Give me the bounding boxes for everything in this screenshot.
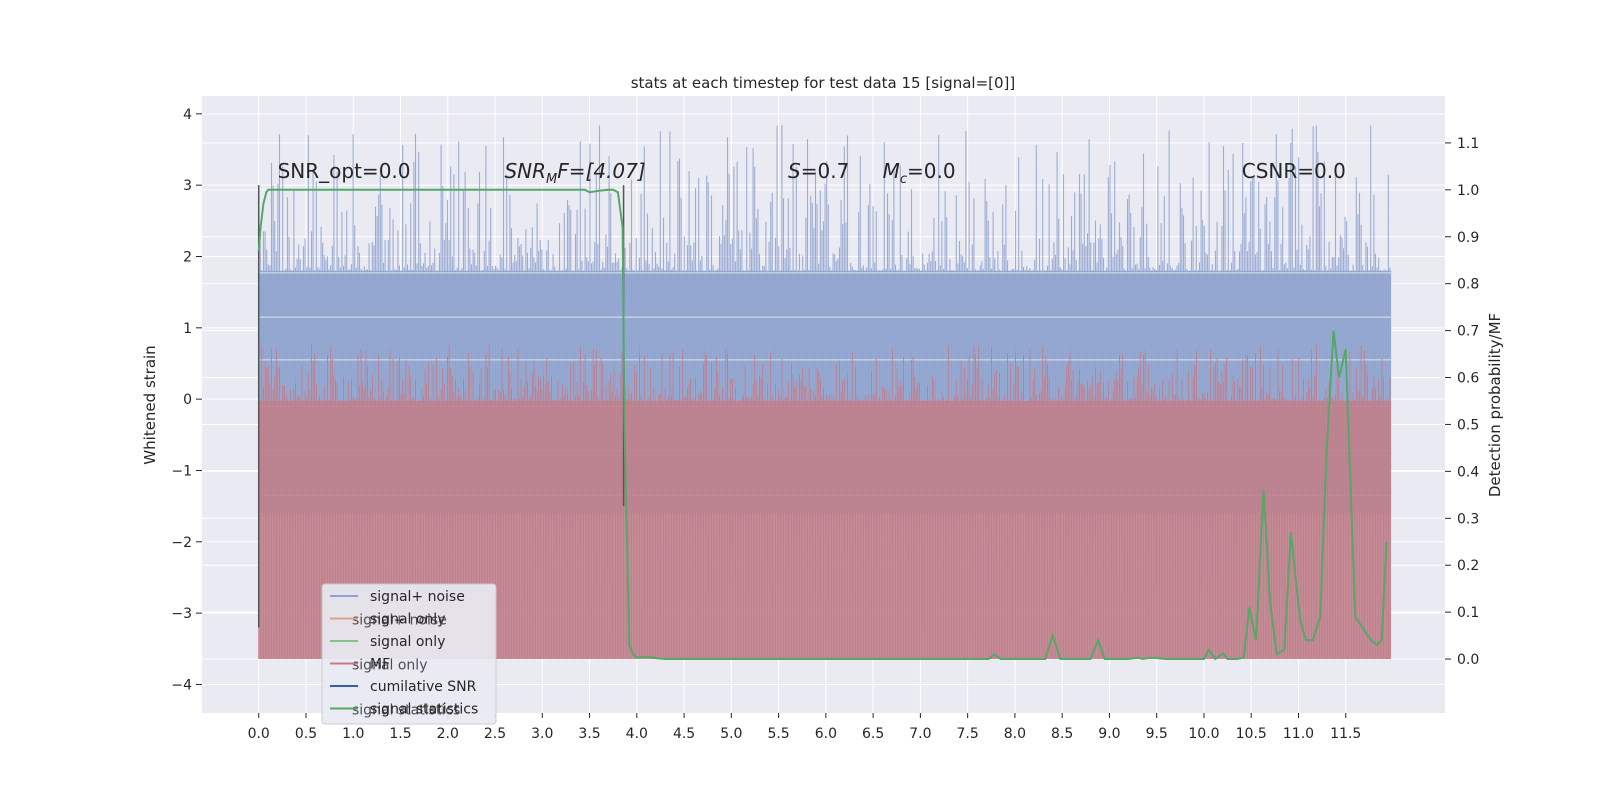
y-right-tick-label: 0.5 bbox=[1457, 417, 1479, 433]
legend-label: signal+ noise bbox=[370, 589, 465, 605]
y-left-tick-label: −4 bbox=[171, 677, 192, 693]
y-right-tick-label: 0.2 bbox=[1457, 558, 1479, 574]
y-left-tick-label: −2 bbox=[171, 535, 192, 551]
y-right-tick-label: 0.0 bbox=[1457, 652, 1479, 668]
legend-ghost-label: signal+ noise bbox=[352, 613, 447, 629]
y-left-axis-label: Whitened strain bbox=[141, 345, 159, 464]
legend-label: signal only bbox=[370, 634, 445, 650]
x-tick-label: 3.5 bbox=[578, 726, 600, 742]
x-tick-label: 4.5 bbox=[673, 726, 695, 742]
x-tick-label: 2.0 bbox=[437, 726, 459, 742]
x-tick-label: 9.5 bbox=[1146, 726, 1168, 742]
x-tick-label: 6.0 bbox=[815, 726, 837, 742]
x-tick-label: 0.5 bbox=[295, 726, 317, 742]
annotation: Mc=0.0 bbox=[883, 159, 956, 187]
chart-title: stats at each timestep for test data 15 … bbox=[631, 74, 1016, 92]
y-right-tick-label: 1.1 bbox=[1457, 136, 1479, 152]
x-tick-label: 8.0 bbox=[1004, 726, 1026, 742]
y-right-tick-label: 0.4 bbox=[1457, 464, 1479, 480]
y-left-tick-label: 2 bbox=[183, 249, 192, 265]
y-left-tick-label: 3 bbox=[183, 178, 192, 194]
x-tick-label: 7.5 bbox=[957, 726, 979, 742]
y-left-tick-label: −3 bbox=[171, 606, 192, 622]
y-left-tick-label: 0 bbox=[183, 392, 192, 408]
y-left-tick-label: 4 bbox=[183, 107, 192, 123]
x-tick-label: 9.0 bbox=[1098, 726, 1120, 742]
x-ticks: 0.0 0.5 1.0 1.5 2.0 2.5 3.0 3.5 4.0 4.5 5.0 5.5 6.0 6… bbox=[248, 713, 1361, 742]
legend-label: signal statistics bbox=[370, 702, 478, 718]
legend-label: signal only bbox=[370, 612, 445, 628]
y-right-axis-label: Detection probability/MF bbox=[1486, 313, 1504, 497]
x-tick-label: 0.0 bbox=[248, 726, 270, 742]
series-line-signal-statistics bbox=[257, 188, 1388, 661]
y-left-tick-label: −1 bbox=[171, 463, 192, 479]
x-tick-label: 2.5 bbox=[484, 726, 506, 742]
legend-label: cumilative SNR bbox=[370, 679, 477, 695]
x-tick-label: 6.5 bbox=[862, 726, 884, 742]
annotation: S=0.7 bbox=[788, 159, 849, 183]
annotations: SNR_opt=0.0 SNRMF=[4.07] S=0.7 Mc=0.0 CSNR=0… bbox=[278, 159, 1346, 187]
y-right-tick-label: 0.1 bbox=[1457, 605, 1479, 621]
x-tick-label: 11.5 bbox=[1330, 726, 1361, 742]
legend-ghost-label: signal statistics bbox=[352, 703, 460, 719]
annotation: CSNR=0.0 bbox=[1242, 159, 1346, 183]
annotation: SNRMF=[4.07] bbox=[504, 159, 645, 187]
y-right-tick-label: 0.8 bbox=[1457, 277, 1479, 293]
x-tick-label: 11.0 bbox=[1283, 726, 1314, 742]
x-tick-label: 8.5 bbox=[1051, 726, 1073, 742]
y-right-tick-label: 0.9 bbox=[1457, 230, 1479, 246]
y-right-tick-label: 0.3 bbox=[1457, 511, 1479, 527]
y-right-tick-label: 0.7 bbox=[1457, 324, 1479, 340]
x-tick-label: 1.5 bbox=[389, 726, 411, 742]
legend-ghost-label: signal only bbox=[352, 658, 427, 674]
series-lines bbox=[257, 188, 1388, 661]
x-tick-label: 5.5 bbox=[767, 726, 789, 742]
x-tick-label: 7.0 bbox=[909, 726, 931, 742]
x-tick-label: 1.0 bbox=[342, 726, 364, 742]
y-left-ticks: −4 −3 −2 −1 0 1 2 3 4 bbox=[171, 107, 202, 693]
y-left-tick-label: 1 bbox=[183, 321, 192, 337]
y-right-ticks: 0.0 0.1 0.2 0.3 0.4 0.5 0.6 0.7 0.8 0.9 1.0 1.1 bbox=[1445, 136, 1479, 668]
legend-box bbox=[321, 583, 497, 725]
x-tick-label: 3.0 bbox=[531, 726, 553, 742]
y-right-tick-label: 0.6 bbox=[1457, 371, 1479, 387]
x-tick-label: 10.0 bbox=[1188, 726, 1219, 742]
y-right-tick-label: 1.0 bbox=[1457, 183, 1479, 199]
annotation: SNR_opt=0.0 bbox=[278, 159, 411, 183]
legend-label: MF bbox=[370, 657, 390, 673]
x-tick-label: 5.0 bbox=[720, 726, 742, 742]
x-tick-label: 10.5 bbox=[1236, 726, 1267, 742]
x-tick-label: 4.0 bbox=[626, 726, 648, 742]
